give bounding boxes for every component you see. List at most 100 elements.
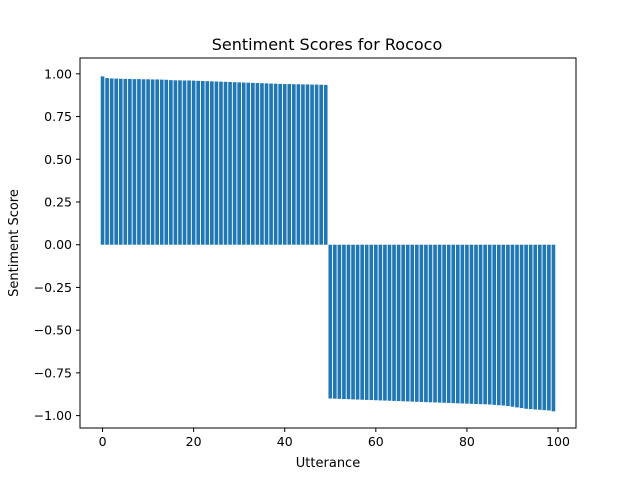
bar-utterance-40 <box>282 84 287 245</box>
y-tick-label: 1.00 <box>44 66 72 81</box>
bars-group <box>100 76 556 412</box>
bar-utterance-3 <box>114 78 119 245</box>
bar-utterance-9 <box>141 79 146 245</box>
bar-utterance-89 <box>506 244 510 407</box>
bar-utterance-4 <box>118 78 123 245</box>
y-axis-label: Sentiment Score <box>7 189 22 297</box>
bar-utterance-21 <box>196 80 201 245</box>
bar-utterance-10 <box>146 79 150 245</box>
bar-utterance-18 <box>182 80 187 245</box>
bar-utterance-35 <box>260 83 264 245</box>
y-tick-label: 0.75 <box>44 109 72 124</box>
bar-utterance-16 <box>173 80 178 245</box>
y-tick-label: 0.25 <box>44 194 72 209</box>
bar-utterance-34 <box>255 83 260 245</box>
bar-utterance-47 <box>314 84 319 245</box>
bar-utterance-92 <box>519 244 524 409</box>
bar-utterance-57 <box>360 244 364 400</box>
bar-utterance-62 <box>383 244 387 401</box>
bar-utterance-78 <box>455 244 460 404</box>
bar-utterance-84 <box>483 244 487 405</box>
x-tick-label: 100 <box>546 434 570 449</box>
bar-utterance-23 <box>205 81 210 245</box>
bar-utterance-83 <box>478 244 483 405</box>
bar-utterance-58 <box>364 244 369 400</box>
bar-utterance-67 <box>405 244 410 402</box>
bar-utterance-82 <box>474 244 478 404</box>
bar-utterance-30 <box>237 82 241 245</box>
bar-utterance-85 <box>487 244 492 405</box>
plot-area-frame <box>79 57 577 429</box>
bar-utterance-12 <box>155 79 160 245</box>
bar-utterance-59 <box>369 244 374 401</box>
bar-utterance-96 <box>537 244 542 410</box>
bar-utterance-73 <box>433 244 437 403</box>
bar-utterance-27 <box>223 81 228 245</box>
bar-utterance-31 <box>241 82 246 245</box>
bar-utterance-61 <box>378 244 383 401</box>
bar-utterance-6 <box>128 78 132 245</box>
bar-utterance-74 <box>437 244 442 403</box>
bar-utterance-5 <box>123 78 128 245</box>
x-tick-label: 80 <box>459 434 475 449</box>
bar-utterance-2 <box>109 78 114 245</box>
y-tick-label: −1.00 <box>34 408 72 423</box>
bar-utterance-36 <box>264 83 269 245</box>
bar-utterance-7 <box>132 79 137 245</box>
bar-utterance-51 <box>333 244 337 399</box>
bar-utterance-77 <box>451 244 456 404</box>
bar-utterance-54 <box>346 244 351 400</box>
bar-utterance-37 <box>269 83 273 245</box>
bar-utterance-0 <box>100 76 105 245</box>
bar-utterance-8 <box>137 79 141 245</box>
bar-utterance-25 <box>214 81 219 245</box>
bar-utterance-94 <box>528 244 533 410</box>
bar-utterance-69 <box>414 244 419 402</box>
y-tick-label: −0.25 <box>34 280 72 295</box>
bar-utterance-45 <box>305 84 310 245</box>
bar-utterance-99 <box>551 244 556 412</box>
bar-utterance-33 <box>251 82 255 245</box>
y-tick-label: −0.50 <box>34 323 72 338</box>
bar-utterance-72 <box>428 244 433 403</box>
x-tick-label: 20 <box>186 434 202 449</box>
bar-utterance-56 <box>355 244 360 400</box>
y-tick-label: 0.50 <box>44 152 72 167</box>
y-axis-ticks: −1.00 −0.75 −0.50 −0.25 0.00 0.25 0.50 0.75 1.00 <box>34 66 80 423</box>
bar-utterance-11 <box>150 79 155 245</box>
bar-utterance-22 <box>200 80 205 245</box>
bar-utterance-50 <box>328 244 333 399</box>
bar-utterance-76 <box>446 244 451 403</box>
x-tick-label: 0 <box>99 434 107 449</box>
bar-utterance-79 <box>460 244 465 404</box>
bar-utterance-48 <box>319 84 323 245</box>
bar-utterance-97 <box>542 244 547 411</box>
bar-utterance-49 <box>323 84 328 245</box>
bar-utterance-86 <box>492 244 497 405</box>
bar-utterance-60 <box>374 244 378 401</box>
bar-utterance-93 <box>524 244 528 409</box>
bar-utterance-14 <box>164 79 169 245</box>
bar-utterance-13 <box>159 79 164 245</box>
bar-utterance-70 <box>419 244 424 402</box>
bar-utterance-71 <box>424 244 428 403</box>
bar-utterance-42 <box>292 84 296 245</box>
bar-utterance-55 <box>351 244 355 400</box>
bar-utterance-53 <box>342 244 346 400</box>
bar-utterance-43 <box>296 84 301 245</box>
bar-utterance-19 <box>187 80 191 245</box>
bar-utterance-28 <box>228 82 232 245</box>
bar-utterance-91 <box>515 244 519 408</box>
bar-utterance-24 <box>210 81 214 245</box>
bar-utterance-32 <box>246 82 251 245</box>
bar-utterance-46 <box>310 84 314 245</box>
bar-utterance-81 <box>469 244 474 404</box>
bar-utterance-17 <box>178 80 182 245</box>
x-tick-label: 60 <box>368 434 384 449</box>
bar-utterance-1 <box>105 78 109 245</box>
bar-utterance-44 <box>301 84 305 245</box>
bar-utterance-38 <box>273 83 278 245</box>
bar-utterance-66 <box>401 244 405 402</box>
y-tick-label: −0.75 <box>34 365 72 380</box>
